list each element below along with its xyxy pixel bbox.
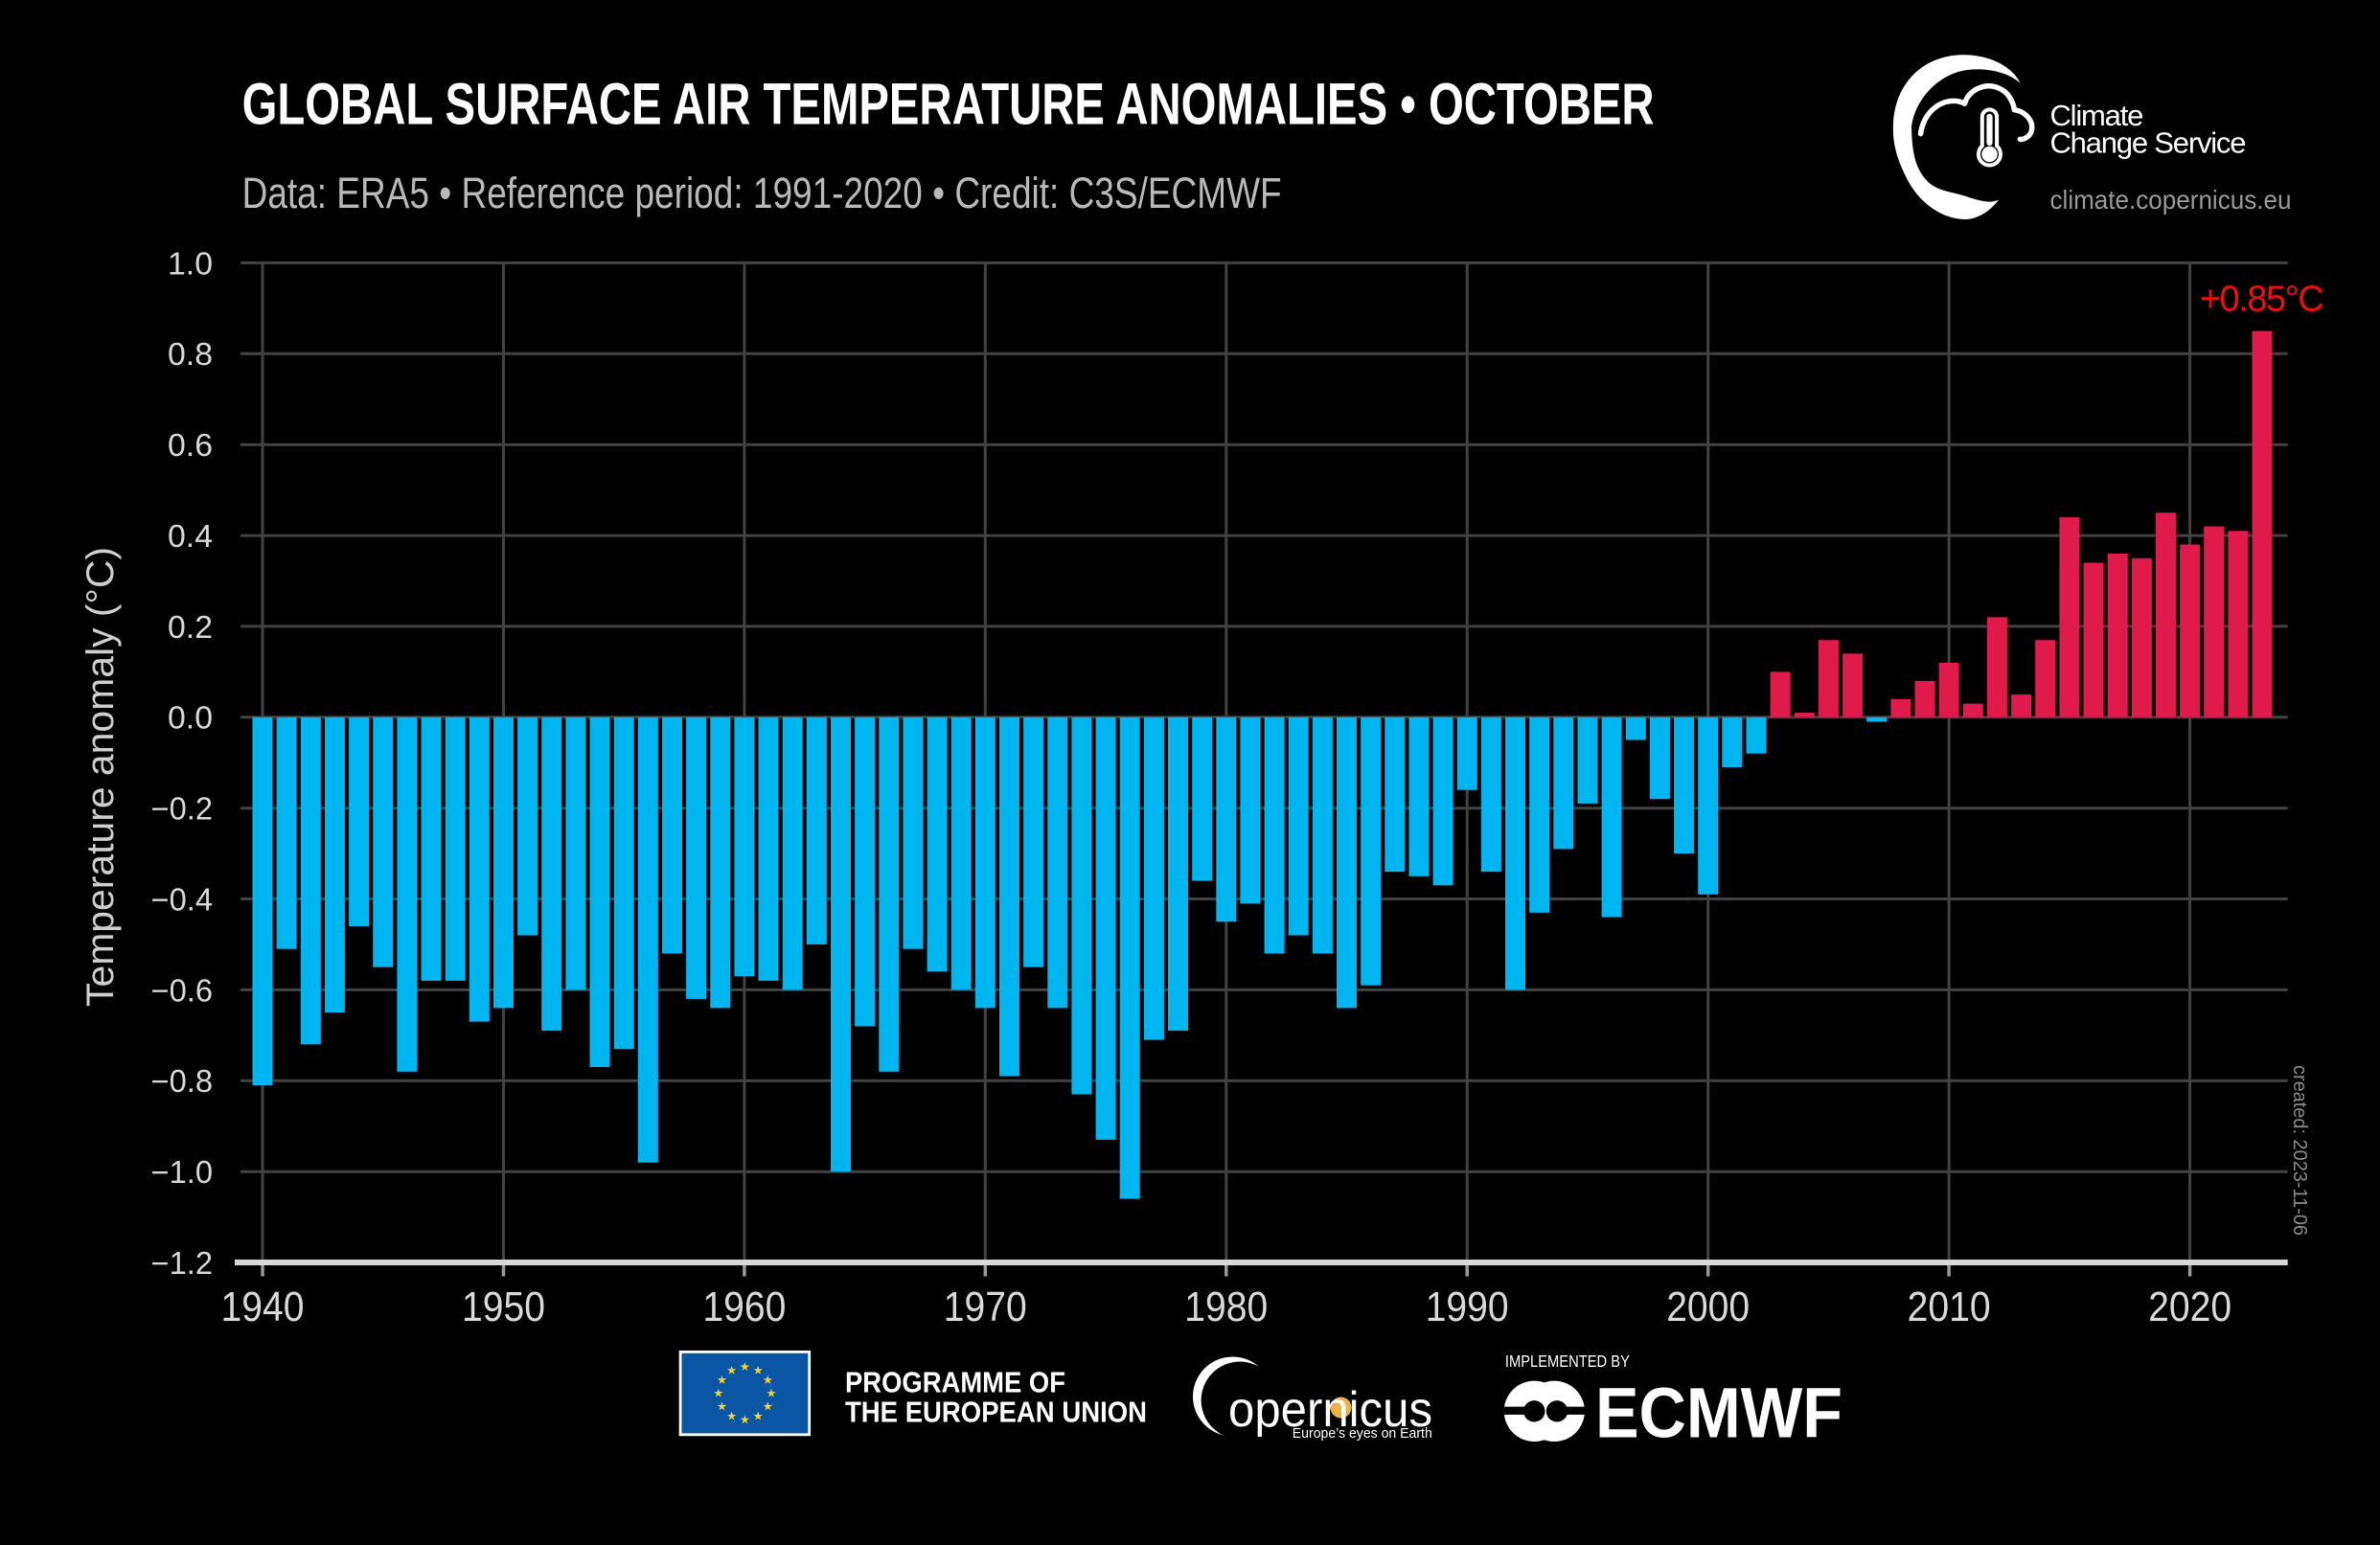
svg-text:1970: 1970 (944, 1284, 1027, 1330)
svg-text:1980: 1980 (1184, 1284, 1268, 1330)
svg-text:2020: 2020 (2148, 1284, 2231, 1330)
svg-text:GLOBAL SURFACE AIR TEMPERATURE: GLOBAL SURFACE AIR TEMPERATURE ANOMALIES… (242, 71, 1655, 136)
svg-text:1.0: 1.0 (168, 245, 213, 281)
svg-text:−1.2: −1.2 (151, 1245, 214, 1281)
svg-text:opernicus: opernicus (1228, 1382, 1432, 1438)
svg-text:2010: 2010 (1908, 1284, 1991, 1330)
svg-text:1950: 1950 (462, 1284, 545, 1330)
svg-text:1990: 1990 (1426, 1284, 1509, 1330)
svg-text:Change Service: Change Service (2050, 126, 2246, 160)
svg-text:ECMWF: ECMWF (1595, 1373, 1842, 1452)
svg-text:Climate: Climate (2050, 99, 2143, 132)
svg-text:Data: ERA5 • Reference period:: Data: ERA5 • Reference period: 1991-2020… (242, 169, 1282, 217)
svg-text:1940: 1940 (221, 1284, 305, 1330)
svg-text:1960: 1960 (702, 1284, 786, 1330)
svg-text:−0.2: −0.2 (151, 791, 214, 827)
svg-text:PROGRAMME OF: PROGRAMME OF (845, 1366, 1065, 1399)
svg-text:IMPLEMENTED BY: IMPLEMENTED BY (1505, 1352, 1630, 1371)
svg-text:0.4: 0.4 (168, 518, 213, 554)
svg-text:−1.0: −1.0 (151, 1154, 214, 1190)
svg-text:Europe’s eyes on Earth: Europe’s eyes on Earth (1293, 1425, 1432, 1442)
svg-text:Temperature anomaly (°C): Temperature anomaly (°C) (80, 547, 122, 1007)
svg-text:2000: 2000 (1666, 1284, 1750, 1330)
svg-text:+0.85°C: +0.85°C (2200, 280, 2323, 320)
svg-text:0.6: 0.6 (168, 427, 213, 463)
svg-text:created: 2023-11-06: created: 2023-11-06 (2289, 1065, 2310, 1236)
svg-text:climate.copernicus.eu: climate.copernicus.eu (2050, 185, 2292, 215)
svg-text:−0.8: −0.8 (151, 1063, 214, 1099)
svg-text:0.0: 0.0 (168, 700, 213, 736)
svg-text:0.8: 0.8 (168, 336, 213, 372)
svg-text:−0.4: −0.4 (151, 881, 214, 917)
svg-text:0.2: 0.2 (168, 609, 213, 645)
svg-text:−0.6: −0.6 (151, 972, 214, 1008)
svg-text:THE EUROPEAN UNION: THE EUROPEAN UNION (845, 1396, 1147, 1429)
